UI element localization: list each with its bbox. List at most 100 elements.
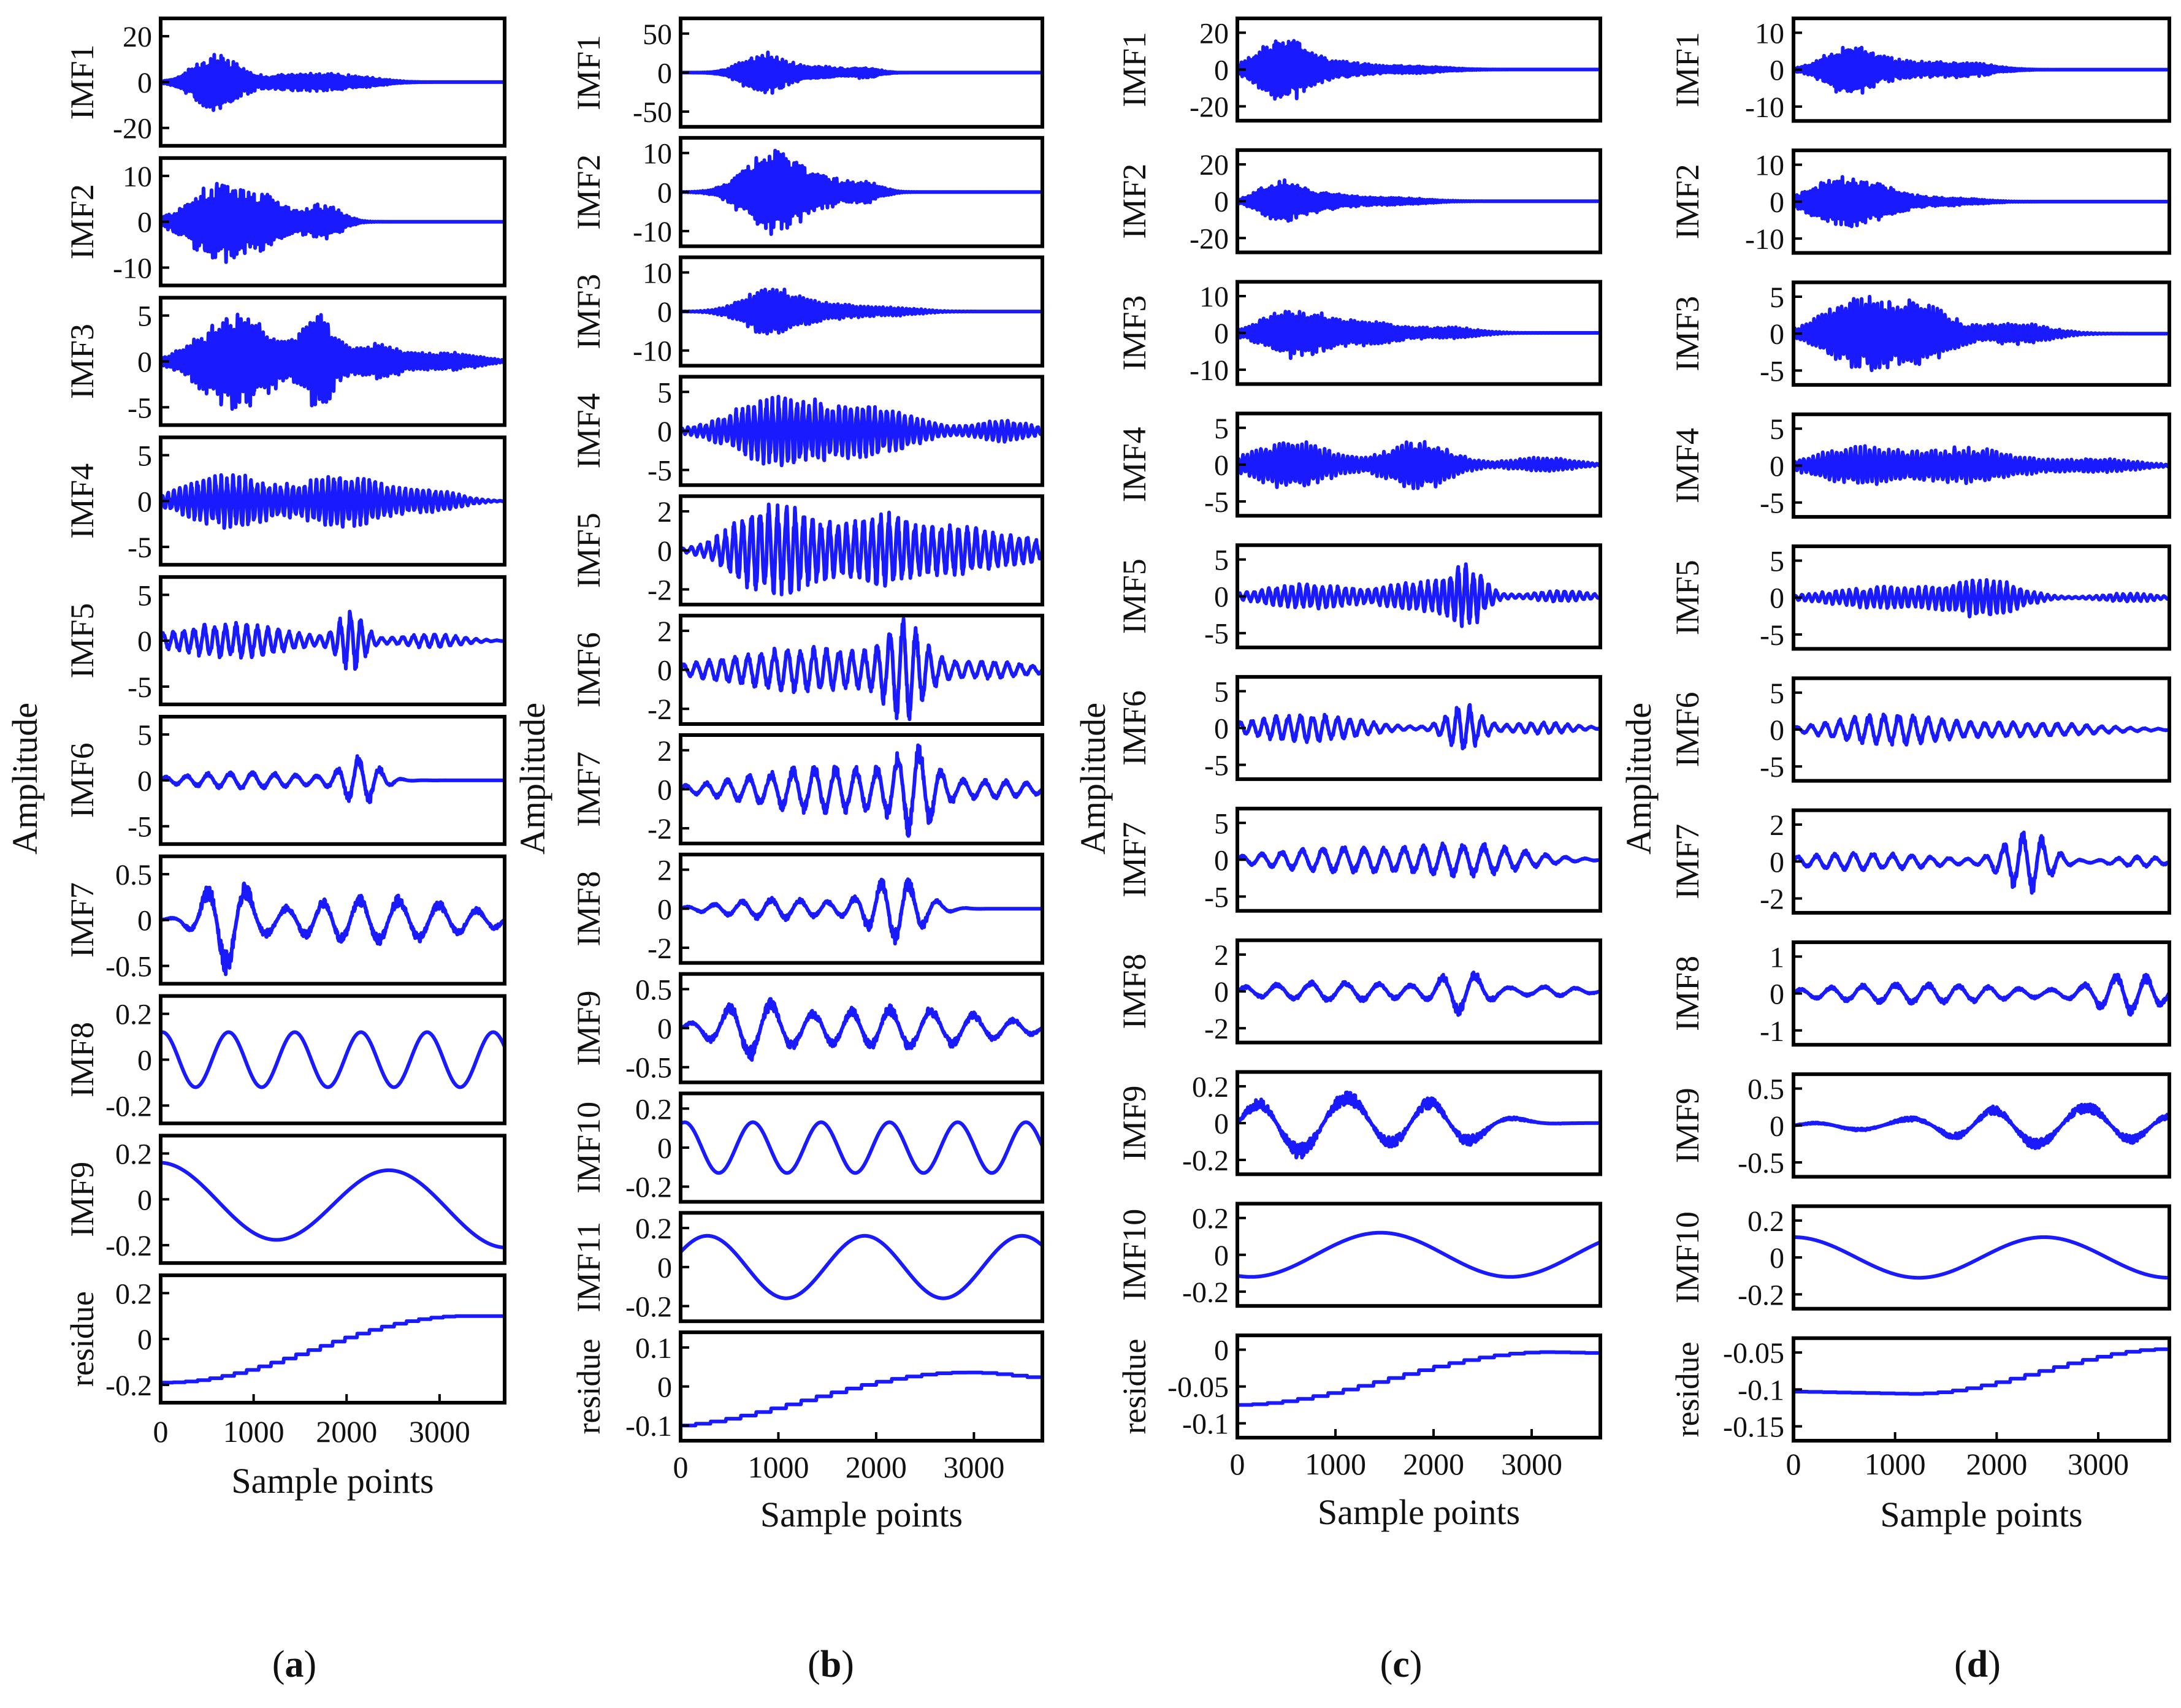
x-tick-label: 1000 [747,1450,809,1484]
subplot-imf6: 5 0 -5 IMF6 [1116,675,1602,782]
panel-b: Amplitude500-50IMF1100-10IMF2100-10IMF35… [513,17,1044,1685]
y-tick-label: -5 [1204,618,1229,650]
y-tick-label: 5 [137,440,152,472]
y-tick-label: 5 [137,719,152,752]
series-label-imf10: IMF10 [570,1102,607,1194]
y-tick-label: -5 [1204,486,1229,519]
y-tick-label: 5 [1770,281,1784,314]
series-label-imf10: IMF10 [1116,1209,1153,1301]
series-label-imf7: IMF7 [1116,822,1153,898]
x-tick-label: 0 [1230,1447,1245,1481]
y-tick-label: 10 [1755,17,1784,50]
x-axis-title: Sample points [231,1461,434,1501]
y-axis-label: Amplitude [1619,703,1659,855]
subplot-imf4: 5 0 -5 IMF4 [64,435,506,567]
series-label-imf9: IMF9 [570,991,607,1066]
subplot-imf1: 10 0 -10 IMF1 [1669,17,2171,124]
y-tick-label: 0 [657,655,672,687]
y-tick-label: -0.1 [1182,1408,1229,1441]
signal-line-imf5 [1792,578,2171,619]
series-label-imf3: IMF3 [64,324,101,399]
series-label-imf9: IMF9 [64,1162,101,1237]
y-tick-label: -20 [1190,223,1229,255]
y-tick-label: 0 [1770,714,1784,747]
y-tick-label: 0 [1770,978,1784,1011]
y-tick-label: 50 [643,18,672,51]
y-tick-label: 10 [123,161,152,193]
y-tick-label: 0.1 [635,1332,672,1365]
signal-line-imf1 [1236,39,1602,101]
subplot-residue: -0.05 -0.1 -0.15 residue 0 1000 2000 3000 [1669,1336,2171,1481]
y-tick-label: 0 [137,67,152,99]
y-tick-label: -0.15 [1723,1411,1784,1444]
y-tick-label: 0 [657,1371,672,1404]
series-label-imf8: IMF8 [1116,954,1153,1029]
signal-line-imf6 [1792,712,2171,747]
signal-line-imf9 [1792,1102,2171,1150]
y-tick-label: 0.2 [635,1093,672,1126]
series-label-imf5: IMF5 [64,603,101,679]
signal-line-imf6 [1236,703,1602,750]
y-tick-label: 2 [657,496,672,528]
subplot-imf9: 0.5 0 -0.5 IMF9 [1669,1072,2171,1180]
subplot-imf8: 1 0 -1 IMF8 [1669,940,2171,1048]
panel-label: (a) [272,1644,316,1685]
signal-line-imf8 [159,1030,506,1089]
series-label-residue: residue [1116,1339,1153,1435]
y-tick-label: 0 [137,905,152,937]
y-tick-label: -0.2 [1182,1145,1229,1177]
y-tick-label: 2 [657,855,672,887]
signal-line-imf3 [159,313,506,411]
y-tick-label: 0 [137,207,152,239]
signal-line-imf7 [679,743,1044,838]
series-label-imf1: IMF1 [64,44,101,120]
signal-line-imf5 [159,609,506,671]
y-tick-label: 0 [1770,450,1784,482]
y-tick-label: 5 [1214,676,1229,708]
series-label-imf1: IMF1 [1116,32,1153,107]
panel-d: Amplitude100-10IMF1100-10IMF250-5IMF350-… [1619,17,2171,1685]
y-tick-label: -5 [647,455,672,487]
x-tick-label: 3000 [1501,1447,1562,1481]
subplot-imf3: 5 0 -5 IMF3 [1669,280,2171,387]
y-tick-label: 5 [1214,413,1229,445]
subplot-imf3: 5 0 -5 IMF3 [64,295,506,427]
series-label-imf5: IMF5 [570,513,607,588]
y-tick-label: -10 [1190,354,1229,387]
x-tick-label: 3000 [943,1450,1004,1484]
y-tick-label: 5 [1214,544,1229,577]
x-axis-title: Sample points [760,1495,963,1535]
y-axis-label: Amplitude [5,703,45,855]
subplot-imf10: 0.2 0 -0.2 IMF10 [1669,1204,2171,1311]
y-tick-label: 0 [1770,186,1784,219]
y-tick-label: 0 [1770,1110,1784,1143]
y-tick-label: 0 [1214,54,1229,86]
y-tick-label: 0.5 [115,859,152,891]
y-tick-label: 0 [137,1324,152,1356]
subplot-imf10: 0.2 0 -0.2 IMF10 [570,1091,1044,1204]
y-tick-label: -10 [633,335,672,368]
signal-line-residue [1236,1350,1602,1407]
y-tick-label: -5 [128,811,152,844]
series-label-imf4: IMF4 [1116,427,1153,502]
y-tick-label: -10 [633,216,672,248]
signal-line-imf9 [679,997,1044,1062]
y-tick-label: 0.2 [1192,1203,1229,1235]
subplot-imf5: 2 0 -2 IMF5 [570,494,1044,606]
y-tick-label: -0.5 [625,1052,672,1085]
y-tick-label: -5 [128,532,152,564]
y-tick-label: -0.5 [1738,1147,1784,1180]
x-tick-label: 0 [673,1450,689,1484]
subplot-imf4: 5 0 -5 IMF4 [1669,412,2171,520]
signal-line-imf2 [159,181,506,264]
y-axis-label: Amplitude [513,703,552,855]
x-tick-label: 2000 [1966,1447,2027,1481]
y-tick-label: 0 [1214,976,1229,1008]
x-tick-label: 0 [1786,1447,1801,1481]
panel-label: (b) [808,1644,854,1685]
y-tick-label: 2 [657,735,672,768]
signal-line-imf4 [1236,440,1602,490]
